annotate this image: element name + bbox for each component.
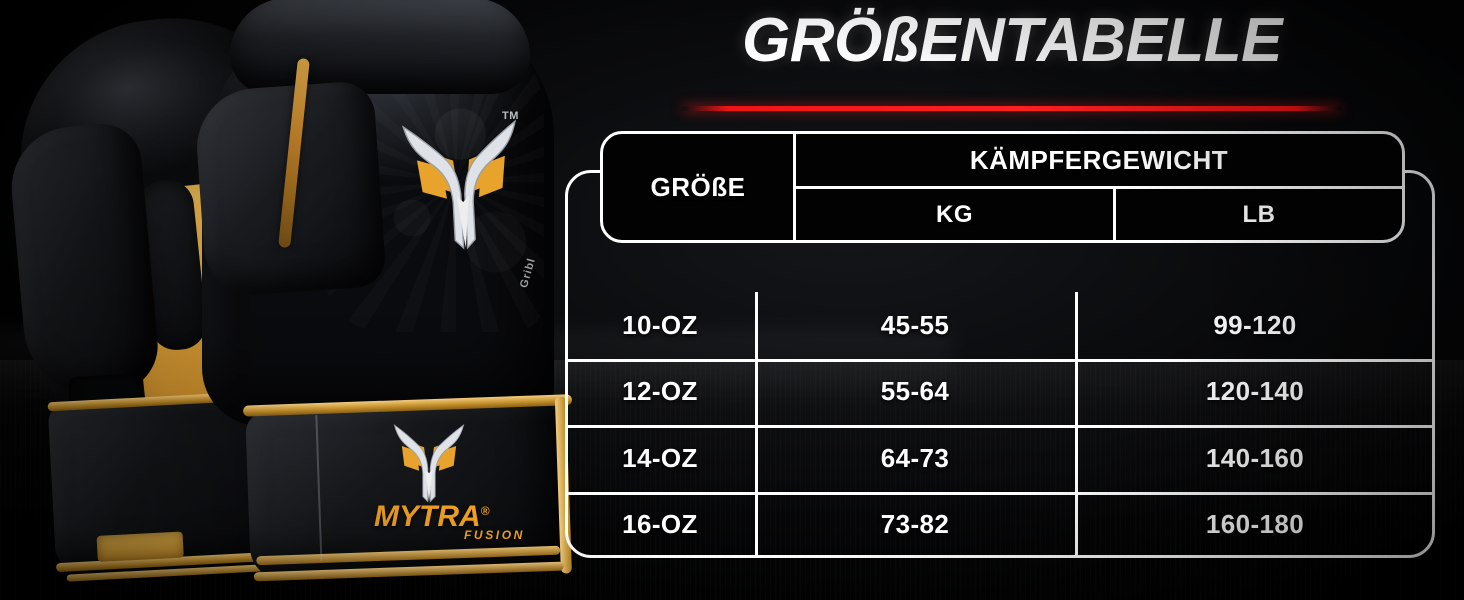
vignette-overlay	[0, 0, 1464, 600]
size-chart-banner: Gribl Fusion TM	[0, 0, 1464, 600]
